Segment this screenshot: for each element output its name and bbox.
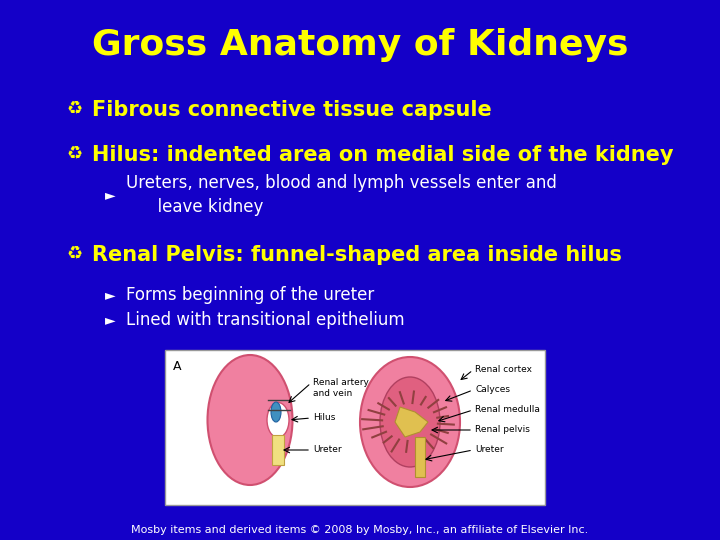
Bar xyxy=(415,437,425,477)
Text: Renal Pelvis: funnel-shaped area inside hilus: Renal Pelvis: funnel-shaped area inside … xyxy=(92,245,622,265)
Text: Hilus: Hilus xyxy=(313,413,336,422)
Text: Calyces: Calyces xyxy=(475,385,510,394)
Text: Ureters, nerves, blood and lymph vessels enter and
      leave kidney: Ureters, nerves, blood and lymph vessels… xyxy=(126,174,557,216)
Text: ♻: ♻ xyxy=(67,146,83,164)
Text: Gross Anatomy of Kidneys: Gross Anatomy of Kidneys xyxy=(91,28,629,62)
Text: ►: ► xyxy=(104,313,115,327)
Text: Renal medulla: Renal medulla xyxy=(475,405,540,414)
Text: ►: ► xyxy=(104,188,115,202)
Ellipse shape xyxy=(207,355,292,485)
Text: Mosby items and derived items © 2008 by Mosby, Inc., an affiliate of Elsevier In: Mosby items and derived items © 2008 by … xyxy=(131,525,589,535)
Text: ♻: ♻ xyxy=(67,246,83,264)
Bar xyxy=(165,350,545,505)
Text: Lined with transitional epithelium: Lined with transitional epithelium xyxy=(126,311,405,329)
Text: Hilus: indented area on medial side of the kidney: Hilus: indented area on medial side of t… xyxy=(92,145,673,165)
Bar xyxy=(272,435,284,465)
Ellipse shape xyxy=(271,402,281,422)
Text: Ureter: Ureter xyxy=(313,445,341,454)
Text: Fibrous connective tissue capsule: Fibrous connective tissue capsule xyxy=(92,100,492,120)
Text: Renal artery
and vein: Renal artery and vein xyxy=(313,378,369,398)
Text: Forms beginning of the ureter: Forms beginning of the ureter xyxy=(126,286,374,304)
Text: A: A xyxy=(173,360,181,373)
Text: Renal pelvis: Renal pelvis xyxy=(475,425,530,434)
Ellipse shape xyxy=(267,402,289,437)
Text: ►: ► xyxy=(104,288,115,302)
Text: Ureter: Ureter xyxy=(475,445,503,454)
Text: ♻: ♻ xyxy=(67,101,83,119)
Polygon shape xyxy=(395,407,428,437)
Ellipse shape xyxy=(360,357,460,487)
Text: Renal cortex: Renal cortex xyxy=(475,365,532,374)
Ellipse shape xyxy=(380,377,440,467)
